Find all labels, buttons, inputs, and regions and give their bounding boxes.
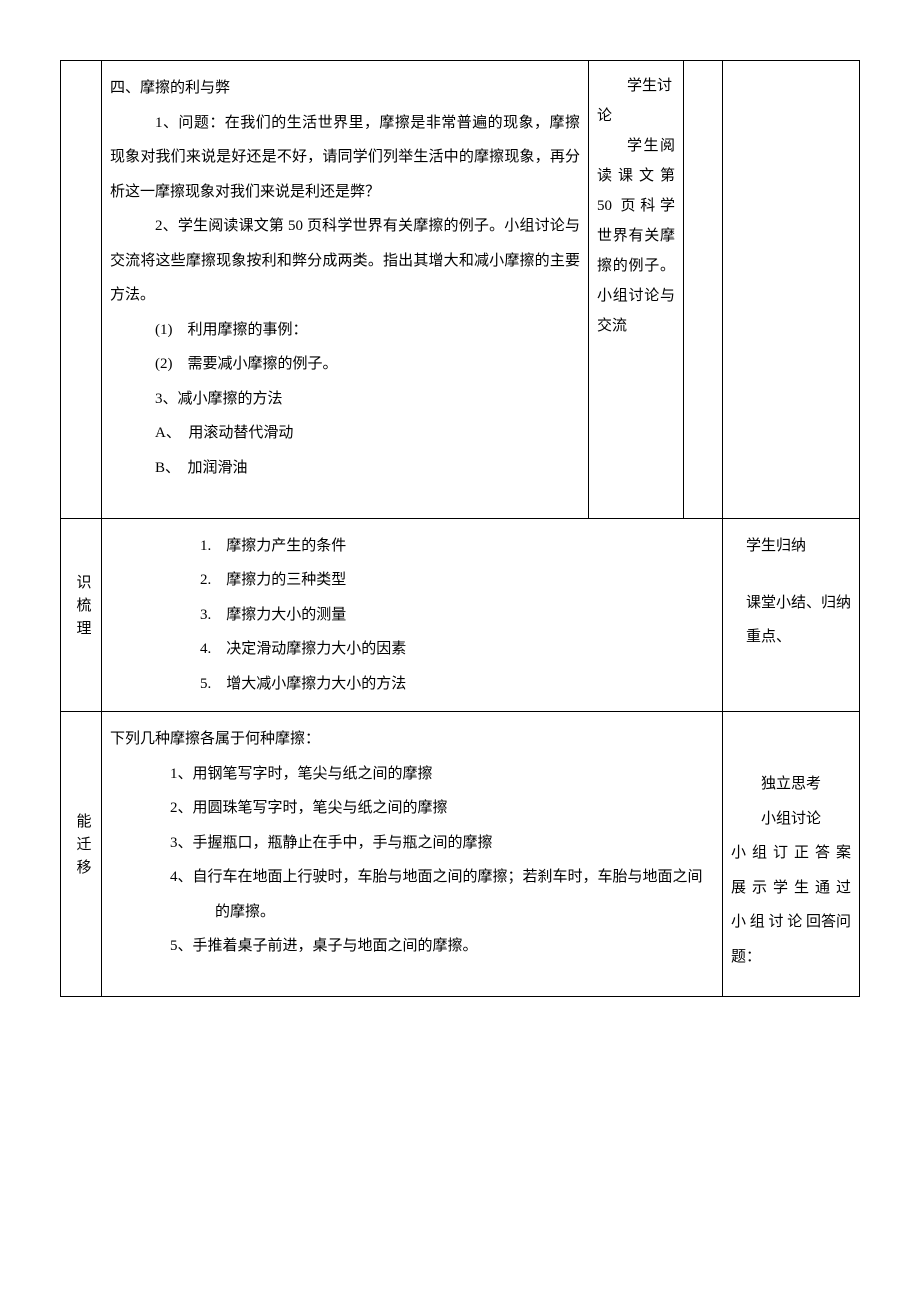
row2-right-cell: 学生归纳 课堂小结、归纳重点、 (723, 518, 860, 712)
summary-list: 1. 摩擦力产生的条件 2. 摩擦力的三种类型 3. 摩擦力大小的测量 4. 决… (110, 529, 714, 702)
list-item: B、 加润滑油 (110, 451, 580, 486)
right-note: 小组讨论 (731, 802, 851, 837)
list-item: 4. 决定滑动摩擦力大小的因素 (200, 632, 714, 667)
right-note: 学生归纳 (731, 529, 851, 564)
list-item: 2、用圆珠笔写字时，笔尖与纸之间的摩擦 (110, 791, 714, 826)
table-row: 能迁移 下列几种摩擦各属于何种摩擦： 1、用钢笔写字时，笔尖与纸之间的摩擦 2、… (61, 712, 860, 997)
lesson-plan-table: 四、摩擦的利与弊 1、问题：在我们的生活世界里，摩擦是非常普遍的现象，摩擦现象对… (60, 60, 860, 997)
list-item: 2. 摩擦力的三种类型 (200, 563, 714, 598)
list-item: 3、手握瓶口，瓶静止在手中，手与瓶之间的摩擦 (110, 826, 714, 861)
paragraph: 3、减小摩擦的方法 (110, 382, 580, 417)
right-note: 课堂小结、归纳重点、 (731, 586, 851, 655)
spacer (110, 964, 714, 987)
page: 四、摩擦的利与弊 1、问题：在我们的生活世界里，摩擦是非常普遍的现象，摩擦现象对… (0, 0, 920, 1057)
row3-main-cell: 下列几种摩擦各属于何种摩擦： 1、用钢笔写字时，笔尖与纸之间的摩擦 2、用圆珠笔… (102, 712, 723, 997)
table-row: 四、摩擦的利与弊 1、问题：在我们的生活世界里，摩擦是非常普遍的现象，摩擦现象对… (61, 61, 860, 519)
right-note: 独立思考 (731, 767, 851, 802)
row3-label: 能迁移 (65, 813, 100, 882)
spacer (731, 722, 851, 767)
row3-right-cell: 独立思考 小组讨论 小 组 订 正 答 案 展 示 学 生 通 过 小 组 讨 … (723, 712, 860, 997)
list-item: 1、用钢笔写字时，笔尖与纸之间的摩擦 (110, 757, 714, 792)
row2-label-cell: 识梳理 (61, 518, 102, 712)
paragraph: 1、问题：在我们的生活世界里，摩擦是非常普遍的现象，摩擦现象对我们来说是好还是不… (110, 106, 580, 210)
row3-label-cell: 能迁移 (61, 712, 102, 997)
spacer (731, 563, 851, 586)
list-item: (2) 需要减小摩擦的例子。 (110, 347, 580, 382)
row1-label-cell (61, 61, 102, 519)
spacer (110, 485, 580, 508)
row2-label: 识梳理 (65, 574, 100, 643)
list-item: 3. 摩擦力大小的测量 (200, 598, 714, 633)
right-note: 小 组 订 正 答 案 展 示 学 生 通 过 小 组 讨 论 回答问题： (731, 836, 851, 974)
section-heading: 四、摩擦的利与弊 (110, 71, 580, 106)
row1-main-cell: 四、摩擦的利与弊 1、问题：在我们的生活世界里，摩擦是非常普遍的现象，摩擦现象对… (102, 61, 589, 519)
table-row: 识梳理 1. 摩擦力产生的条件 2. 摩擦力的三种类型 3. 摩擦力大小的测量 … (61, 518, 860, 712)
row1-side-cell: 学生讨论 学生阅读课文第 50 页科学世界有关摩擦的例子。小组讨论与交流 (589, 61, 684, 519)
side-note: 学生阅读课文第 50 页科学世界有关摩擦的例子。小组讨论与交流 (597, 131, 675, 341)
row1-right-cell (723, 61, 860, 519)
list-item: 5. 增大减小摩擦力大小的方法 (200, 667, 714, 702)
list-item: (1) 利用摩擦的事例： (110, 313, 580, 348)
side-note: 学生讨论 (597, 71, 675, 131)
intro-text: 下列几种摩擦各属于何种摩擦： (110, 722, 714, 757)
list-item: 1. 摩擦力产生的条件 (200, 529, 714, 564)
row2-main-cell: 1. 摩擦力产生的条件 2. 摩擦力的三种类型 3. 摩擦力大小的测量 4. 决… (102, 518, 723, 712)
list-item: A、 用滚动替代滑动 (110, 416, 580, 451)
list-item: 4、自行车在地面上行驶时，车胎与地面之间的摩擦；若刹车时，车胎与地面之间的摩擦。 (110, 860, 714, 929)
list-item: 5、手推着桌子前进，桌子与地面之间的摩擦。 (110, 929, 714, 964)
row1-thin-cell (684, 61, 723, 519)
paragraph: 2、学生阅读课文第 50 页科学世界有关摩擦的例子。小组讨论与交流将这些摩擦现象… (110, 209, 580, 313)
